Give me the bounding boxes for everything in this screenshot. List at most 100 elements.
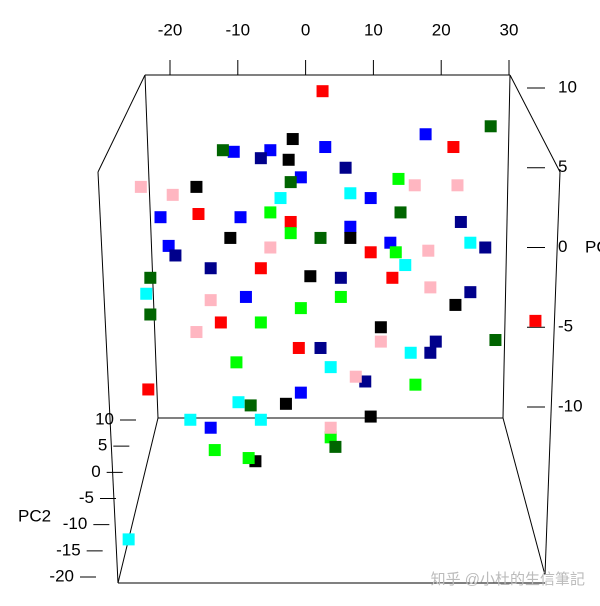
point — [279, 397, 292, 410]
point — [324, 431, 337, 444]
point — [254, 316, 267, 329]
point — [242, 452, 255, 465]
point — [344, 220, 357, 233]
point — [264, 144, 277, 157]
point — [386, 271, 399, 284]
point — [344, 187, 357, 200]
y-tick-label: 10 — [558, 77, 577, 96]
point — [274, 192, 287, 205]
point — [134, 180, 147, 193]
point — [204, 262, 217, 275]
point — [454, 215, 467, 228]
point — [264, 206, 277, 219]
point — [254, 413, 267, 426]
point — [244, 399, 257, 412]
point — [190, 180, 203, 193]
point — [364, 410, 377, 423]
x-tick-label: -20 — [158, 20, 183, 39]
point — [154, 211, 167, 224]
point — [294, 171, 307, 184]
point — [329, 440, 342, 453]
point — [166, 188, 179, 201]
point — [429, 335, 442, 348]
point — [316, 85, 329, 98]
point — [192, 208, 205, 221]
point — [424, 346, 437, 359]
point — [286, 133, 299, 146]
point — [334, 271, 347, 284]
point — [204, 294, 217, 307]
point — [389, 246, 402, 259]
point — [392, 172, 405, 185]
point — [227, 145, 240, 158]
point — [399, 259, 412, 272]
point — [447, 141, 460, 154]
point — [449, 298, 462, 311]
z-tick-label: 10 — [95, 409, 114, 428]
point — [422, 244, 435, 257]
z-tick-label: -5 — [79, 488, 94, 507]
point — [409, 378, 422, 391]
point — [216, 144, 229, 157]
point — [249, 455, 262, 468]
x-tick-label: 10 — [364, 20, 383, 39]
point — [204, 421, 217, 434]
point — [122, 533, 135, 546]
point — [319, 141, 332, 154]
point — [254, 262, 267, 275]
x-tick-label: 30 — [500, 20, 519, 39]
y-tick-label: 5 — [558, 157, 567, 176]
point — [314, 341, 327, 354]
point — [294, 386, 307, 399]
point — [162, 239, 175, 252]
point — [282, 153, 295, 166]
point — [144, 308, 157, 321]
point — [419, 128, 432, 141]
point — [464, 286, 477, 299]
point — [292, 341, 305, 354]
x-tick-label: -10 — [226, 20, 251, 39]
point — [408, 179, 421, 192]
point — [208, 444, 221, 457]
z-axis-label: PC2 — [18, 506, 51, 525]
point — [334, 290, 347, 303]
point — [190, 326, 203, 339]
point — [284, 215, 297, 228]
point — [234, 211, 247, 224]
point — [489, 334, 502, 347]
x-tick-label: 0 — [301, 20, 310, 39]
point — [404, 346, 417, 359]
point — [359, 375, 372, 388]
x-tick-label: 20 — [432, 20, 451, 39]
point — [394, 206, 407, 219]
point — [142, 383, 155, 396]
point — [284, 176, 297, 189]
point — [364, 246, 377, 259]
z-tick-label: -20 — [49, 566, 74, 585]
y-tick-label: -10 — [558, 396, 583, 415]
point — [339, 161, 352, 174]
point — [374, 321, 387, 334]
point — [254, 152, 267, 165]
point — [304, 270, 317, 283]
point — [230, 356, 243, 369]
z-tick-label: 5 — [98, 436, 107, 455]
z-tick-label: 0 — [91, 462, 100, 481]
point — [344, 231, 357, 244]
point — [374, 335, 387, 348]
point — [224, 231, 237, 244]
point — [140, 287, 153, 300]
point — [324, 361, 337, 374]
point — [264, 241, 277, 254]
point — [284, 227, 297, 240]
point — [324, 421, 337, 434]
point — [384, 236, 397, 249]
point — [364, 192, 377, 205]
point — [451, 179, 464, 192]
watermark: 知乎 @小杜的生信筆記 — [431, 571, 585, 588]
point — [479, 241, 492, 254]
point — [239, 290, 252, 303]
y-tick-label: -5 — [558, 317, 573, 336]
point — [424, 281, 437, 294]
